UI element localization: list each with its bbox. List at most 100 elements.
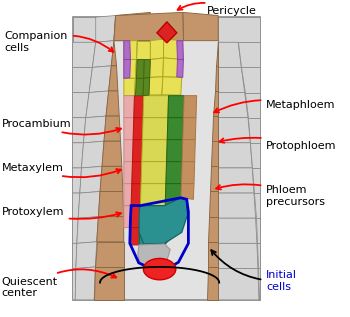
Polygon shape <box>238 42 260 68</box>
Polygon shape <box>134 96 144 118</box>
Polygon shape <box>143 77 150 96</box>
Polygon shape <box>80 166 102 193</box>
Polygon shape <box>100 166 123 191</box>
Polygon shape <box>133 118 143 140</box>
Polygon shape <box>250 143 260 168</box>
Polygon shape <box>132 162 142 184</box>
Text: Initial
cells: Initial cells <box>211 250 297 292</box>
Polygon shape <box>124 118 134 140</box>
Polygon shape <box>218 17 260 42</box>
Polygon shape <box>245 93 260 118</box>
Text: Pericycle: Pericycle <box>177 3 257 16</box>
Polygon shape <box>183 96 197 118</box>
Polygon shape <box>218 42 242 68</box>
Text: Phloem
precursors: Phloem precursors <box>216 184 325 207</box>
Polygon shape <box>98 191 124 217</box>
Polygon shape <box>213 91 218 116</box>
Polygon shape <box>138 244 170 269</box>
Polygon shape <box>208 242 218 267</box>
Polygon shape <box>82 141 104 168</box>
Polygon shape <box>96 16 116 42</box>
Polygon shape <box>104 116 120 141</box>
Polygon shape <box>75 267 96 300</box>
Polygon shape <box>181 184 194 199</box>
Polygon shape <box>135 60 150 78</box>
Polygon shape <box>165 184 181 206</box>
Polygon shape <box>181 162 195 184</box>
Polygon shape <box>183 12 218 41</box>
Polygon shape <box>143 96 169 118</box>
Polygon shape <box>166 162 182 184</box>
Polygon shape <box>111 41 117 66</box>
Polygon shape <box>72 93 89 118</box>
Polygon shape <box>72 168 82 193</box>
Polygon shape <box>215 66 218 91</box>
Polygon shape <box>114 12 183 41</box>
Polygon shape <box>72 17 96 42</box>
Polygon shape <box>83 116 106 143</box>
Polygon shape <box>216 41 218 66</box>
Polygon shape <box>210 166 218 191</box>
Polygon shape <box>252 168 260 193</box>
Polygon shape <box>102 141 122 166</box>
Polygon shape <box>131 228 140 245</box>
Polygon shape <box>241 68 260 93</box>
Polygon shape <box>207 267 218 300</box>
Polygon shape <box>72 68 92 93</box>
Polygon shape <box>72 42 96 68</box>
Polygon shape <box>96 242 124 267</box>
Polygon shape <box>135 78 144 96</box>
Polygon shape <box>254 193 260 218</box>
Polygon shape <box>134 77 150 96</box>
Polygon shape <box>140 206 165 228</box>
Polygon shape <box>124 78 135 96</box>
Polygon shape <box>77 217 98 243</box>
Polygon shape <box>124 41 131 60</box>
Polygon shape <box>124 184 132 206</box>
Polygon shape <box>139 198 187 244</box>
Polygon shape <box>124 41 137 60</box>
Polygon shape <box>124 162 132 184</box>
Polygon shape <box>162 77 182 95</box>
Text: Metaxylem: Metaxylem <box>1 163 121 177</box>
Polygon shape <box>108 66 118 91</box>
Polygon shape <box>72 268 76 300</box>
Polygon shape <box>114 12 150 41</box>
Polygon shape <box>164 206 181 224</box>
Text: Metaphloem: Metaphloem <box>214 100 336 112</box>
Polygon shape <box>76 242 97 268</box>
Text: Protoxylem: Protoxylem <box>1 207 121 219</box>
Polygon shape <box>218 118 250 143</box>
Polygon shape <box>89 66 111 93</box>
Polygon shape <box>257 243 260 268</box>
Polygon shape <box>132 140 142 162</box>
Polygon shape <box>256 218 260 243</box>
Text: Quiescent
center: Quiescent center <box>1 269 116 298</box>
Polygon shape <box>218 68 245 93</box>
Polygon shape <box>209 191 218 217</box>
Polygon shape <box>72 218 78 243</box>
Polygon shape <box>97 217 124 242</box>
Polygon shape <box>177 60 183 77</box>
Polygon shape <box>124 60 136 78</box>
Polygon shape <box>72 243 77 268</box>
Polygon shape <box>106 91 119 116</box>
Polygon shape <box>150 58 163 77</box>
Polygon shape <box>258 268 260 300</box>
Polygon shape <box>139 228 164 245</box>
Polygon shape <box>167 118 183 140</box>
Text: Procambium: Procambium <box>1 119 121 135</box>
Polygon shape <box>149 77 163 95</box>
Polygon shape <box>136 41 150 60</box>
Polygon shape <box>124 206 131 228</box>
Ellipse shape <box>144 258 176 280</box>
Polygon shape <box>78 191 100 218</box>
Polygon shape <box>150 39 163 60</box>
Polygon shape <box>144 60 150 78</box>
Polygon shape <box>218 268 259 300</box>
Polygon shape <box>218 168 254 193</box>
Polygon shape <box>208 217 218 242</box>
Polygon shape <box>177 41 183 60</box>
Polygon shape <box>140 184 166 206</box>
Polygon shape <box>72 118 86 143</box>
